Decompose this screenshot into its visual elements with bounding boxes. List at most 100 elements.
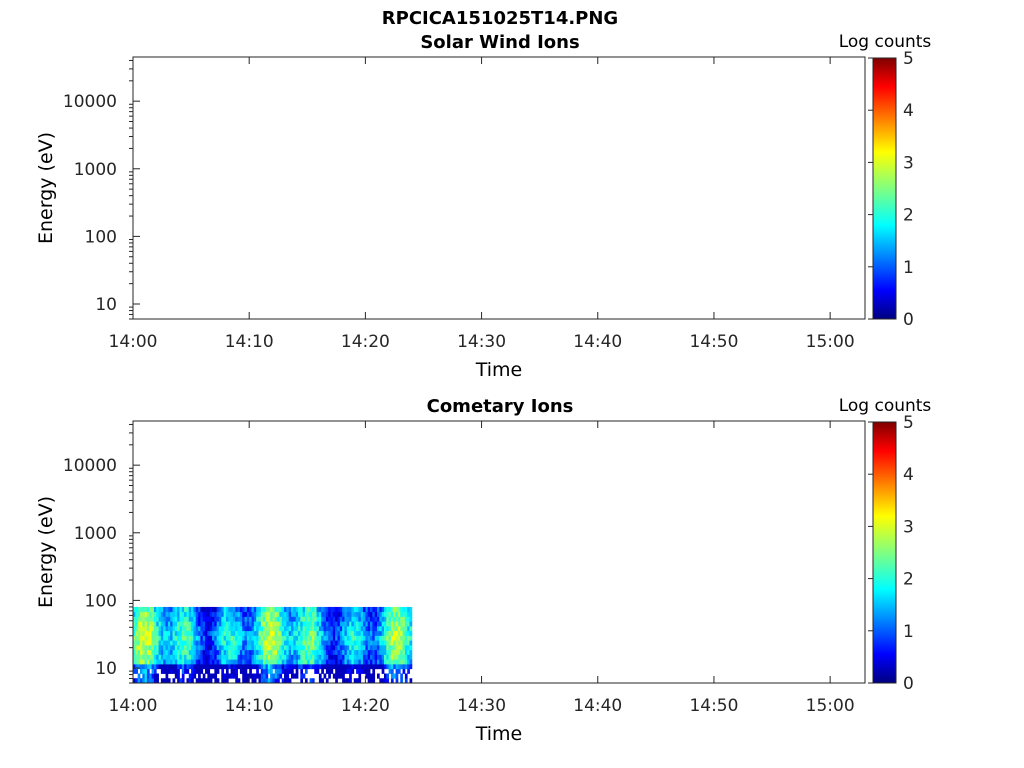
spectrogram-cell (193, 663, 197, 670)
spectrogram-cell (144, 630, 148, 636)
spectrogram-cell (309, 621, 313, 627)
spectrogram-cell (291, 654, 294, 660)
spectrogram-cell (149, 659, 152, 665)
spectrogram-cell (374, 663, 378, 670)
spectrogram-cell (337, 654, 341, 660)
spectrogram-cell (304, 649, 308, 655)
spectrogram-cell (251, 678, 255, 683)
spectrogram-cell (232, 644, 236, 651)
spectrogram-cell (342, 644, 345, 651)
spectrogram-cell (311, 616, 315, 622)
spectrogram-cell (230, 663, 234, 670)
spectrogram-cell (244, 630, 248, 636)
spectrogram-cell (256, 673, 259, 679)
spectrogram-cell (374, 606, 378, 613)
spectrogram-cell (386, 630, 390, 636)
spectrogram-cell (260, 649, 264, 655)
spectrogram-cell (363, 644, 366, 651)
spectrogram-cell (146, 616, 150, 622)
spectrogram-cell (214, 663, 218, 670)
spectrogram-cell (151, 678, 155, 683)
spectrogram-cell (181, 611, 185, 617)
spectrogram-cell (272, 654, 276, 660)
spectrogram-cell (181, 621, 185, 627)
spectrogram-cell (232, 649, 236, 655)
spectrogram-cell (246, 678, 250, 683)
spectrogram-cell (370, 644, 373, 651)
spectrogram-cell (379, 659, 383, 665)
spectrogram-cell (160, 611, 164, 617)
spectrogram-cell (265, 668, 269, 674)
spectrogram-cell (191, 630, 194, 636)
spectrogram-cell (402, 644, 406, 651)
x-ticks: 14:00 14:10 14:20 14:30 14:40 14:50 15:00 (109, 57, 855, 352)
spectrogram-cell (377, 673, 380, 679)
spectrogram-cell (258, 606, 262, 613)
spectrogram-cell (286, 654, 290, 660)
spectrogram-cell (332, 625, 336, 632)
spectrogram-cell (377, 635, 380, 641)
spectrogram-cell (300, 663, 304, 670)
spectrogram-cell (286, 630, 290, 636)
spectrogram-cell (221, 644, 225, 651)
spectrogram-cell (237, 640, 241, 646)
spectrogram-cell (167, 663, 171, 670)
spectrogram-cell (388, 630, 392, 636)
spectrogram-cell (381, 663, 385, 670)
spectrogram-cell (349, 644, 352, 651)
spectrogram-cell (356, 649, 359, 655)
spectrogram-cell (230, 616, 234, 622)
spectrogram-cell (151, 659, 155, 665)
spectrogram-cell (174, 649, 178, 655)
spectrogram-cell (265, 673, 269, 679)
spectrogram-cell (209, 606, 213, 613)
spectrogram-cell (158, 663, 162, 670)
spectrogram-cell (260, 644, 264, 651)
spectrogram-cell (223, 635, 227, 641)
spectrogram-cell (346, 611, 350, 617)
spectrogram-cell (135, 640, 139, 646)
spectrogram-cell (188, 678, 192, 683)
spectrogram-cell (188, 606, 192, 613)
x-tick-label: 14:00 (109, 332, 158, 352)
spectrogram-cell (244, 616, 248, 622)
spectrogram-cell (346, 649, 350, 655)
spectrogram-cell (221, 649, 225, 655)
spectrogram-cell (133, 649, 136, 655)
spectrogram-cell (239, 663, 243, 670)
spectrogram-cell (202, 663, 206, 670)
spectrogram-cell (349, 673, 352, 679)
spectrogram-cell (256, 625, 259, 632)
x-axis-label: Time (475, 723, 523, 745)
spectrogram-cell (351, 644, 355, 651)
spectrogram-cell (358, 644, 362, 651)
spectrogram-cell (318, 654, 322, 660)
spectrogram-cell (404, 606, 408, 613)
spectrogram-cell (244, 640, 248, 646)
spectrogram-cell (200, 644, 204, 651)
spectrogram-cell (179, 663, 183, 670)
spectrogram-cell (309, 606, 313, 613)
spectrogram-cell (291, 625, 294, 632)
spectrogram-cell (156, 673, 159, 679)
spectrogram-cell (311, 644, 315, 651)
spectrogram-cell (358, 606, 362, 613)
spectrogram-cell (251, 654, 255, 660)
spectrogram-cell (325, 659, 329, 665)
spectrogram-cell (160, 678, 164, 683)
spectrogram-cell (270, 678, 273, 683)
spectrogram-cell (193, 621, 197, 627)
spectrogram-cell (309, 616, 313, 622)
spectrogram-cell (232, 654, 236, 660)
spectrogram-cell (286, 611, 290, 617)
spectrogram-cell (358, 659, 362, 665)
spectrogram-cell (386, 635, 390, 641)
spectrogram-cell (265, 663, 269, 670)
spectrogram-cell (195, 659, 199, 665)
spectrogram-cell (304, 663, 308, 670)
spectrogram-cell (379, 678, 383, 683)
spectrogram-cell (328, 649, 331, 655)
spectrogram-cell (367, 673, 371, 679)
spectrogram-cell (258, 659, 262, 665)
spectrogram-cell (388, 611, 392, 617)
